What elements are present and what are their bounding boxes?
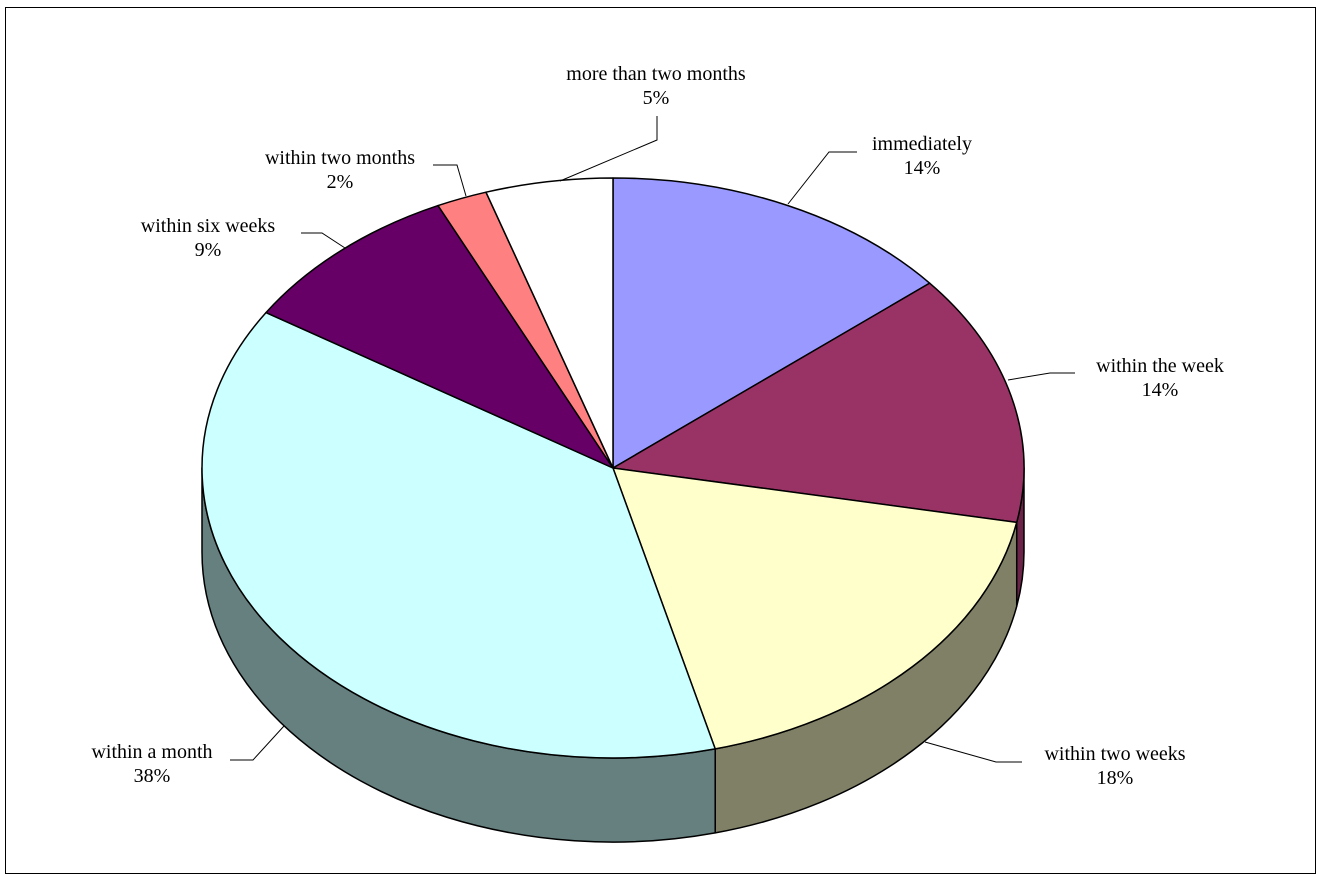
leader-line-3 [230,725,285,761]
slice-label-6: more than two months [566,63,746,85]
pie-slice-1 [612,282,1025,524]
slice-percent-0: 14% [904,157,941,179]
slice-percent-2: 18% [1097,767,1134,789]
leader-line-6 [559,116,658,182]
pie-slice-2 [612,467,1018,750]
pie-slice-0 [612,177,931,469]
slice-label-1: within the week [1096,355,1224,377]
slice-label-5: within two months [265,147,415,169]
leader-line-0 [787,151,857,205]
slice-percent-6: 5% [643,87,670,109]
pie-slice-6 [485,177,614,469]
leader-line-2 [924,741,1022,763]
slice-label-2: within two weeks [1044,743,1185,765]
slice-label-0: immediately [872,133,972,155]
slice-percent-3: 38% [134,765,171,787]
leader-line-5 [433,164,467,197]
slice-percent-1: 14% [1142,379,1179,401]
pie-slice-4 [265,204,614,469]
slice-label-4: within six weeks [141,215,276,237]
leader-line-4 [301,232,346,249]
slice-percent-5: 2% [327,171,354,193]
pie-slice-3 [201,311,716,759]
slice-label-3: within a month [91,741,212,763]
slice-percent-4: 9% [195,239,222,261]
leader-line-1 [1007,372,1075,381]
